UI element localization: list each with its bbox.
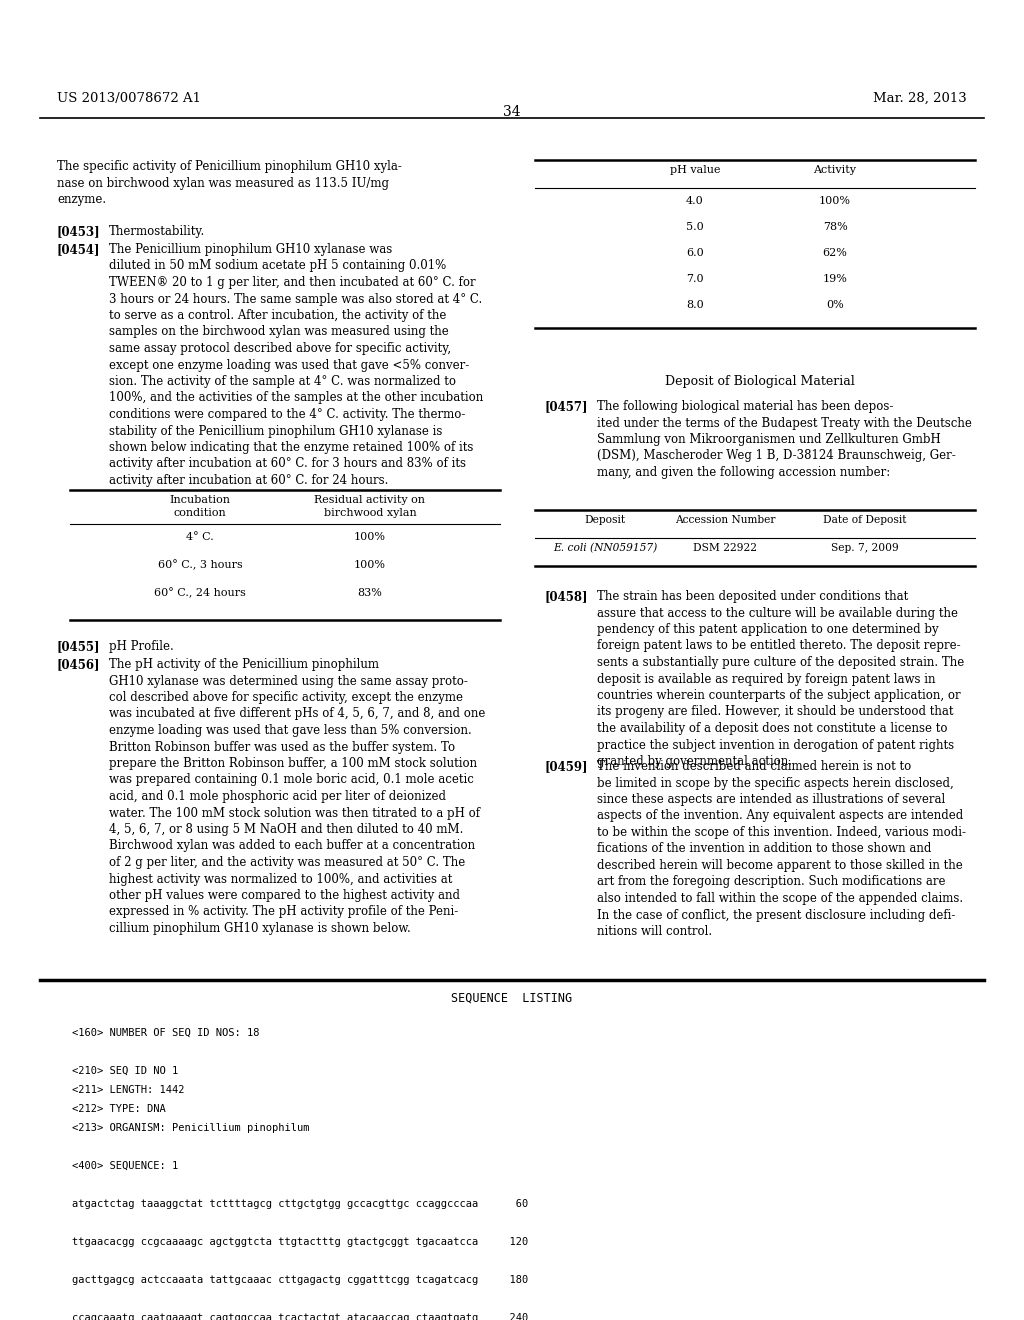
Text: 60° C., 24 hours: 60° C., 24 hours — [154, 587, 246, 599]
Text: 62%: 62% — [822, 248, 848, 257]
Text: 0%: 0% — [826, 300, 844, 310]
Text: The following biological material has been depos-
ited under the terms of the Bu: The following biological material has be… — [597, 400, 972, 479]
Text: 7.0: 7.0 — [686, 275, 703, 284]
Text: pH Profile.: pH Profile. — [109, 640, 174, 653]
Text: DSM 22922: DSM 22922 — [693, 543, 757, 553]
Text: Incubation
condition: Incubation condition — [170, 495, 230, 517]
Text: 100%: 100% — [354, 560, 386, 570]
Text: 8.0: 8.0 — [686, 300, 703, 310]
Text: [0453]: [0453] — [57, 224, 100, 238]
Text: 100%: 100% — [354, 532, 386, 543]
Text: Residual activity on
birchwood xylan: Residual activity on birchwood xylan — [314, 495, 426, 517]
Text: 4° C.: 4° C. — [186, 532, 214, 543]
Text: 6.0: 6.0 — [686, 248, 703, 257]
Text: Sep. 7, 2009: Sep. 7, 2009 — [831, 543, 899, 553]
Text: The specific activity of Penicillium pinophilum GH10 xyla-
nase on birchwood xyl: The specific activity of Penicillium pin… — [57, 160, 401, 206]
Text: 78%: 78% — [822, 222, 848, 232]
Text: The Penicillium pinophilum GH10 xylanase was
diluted in 50 mM sodium acetate pH : The Penicillium pinophilum GH10 xylanase… — [109, 243, 483, 487]
Text: The invention described and claimed herein is not to
be limited in scope by the : The invention described and claimed here… — [597, 760, 966, 939]
Text: Accession Number: Accession Number — [675, 515, 775, 525]
Text: The pH activity of the Penicillium pinophilum
GH10 xylanase was determined using: The pH activity of the Penicillium pinop… — [109, 657, 485, 935]
Text: Thermostability.: Thermostability. — [109, 224, 205, 238]
Text: <160> NUMBER OF SEQ ID NOS: 18: <160> NUMBER OF SEQ ID NOS: 18 — [72, 1028, 259, 1038]
Text: US 2013/0078672 A1: US 2013/0078672 A1 — [57, 92, 201, 106]
Text: gacttgagcg actccaaata tattgcaaac cttgagactg cggatttcgg tcagatcacg     180: gacttgagcg actccaaata tattgcaaac cttgaga… — [72, 1275, 528, 1284]
Text: [0459]: [0459] — [545, 760, 589, 774]
Text: ccagcaaatg caatgaaagt cagtggccaa tcactactgt atacaaccag ctaagtgatg     240: ccagcaaatg caatgaaagt cagtggccaa tcactac… — [72, 1313, 528, 1320]
Text: Mar. 28, 2013: Mar. 28, 2013 — [873, 92, 967, 106]
Text: atgactctag taaaggctat tcttttagcg cttgctgtgg gccacgttgc ccaggcccaa      60: atgactctag taaaggctat tcttttagcg cttgctg… — [72, 1199, 528, 1209]
Text: 19%: 19% — [822, 275, 848, 284]
Text: 5.0: 5.0 — [686, 222, 703, 232]
Text: [0455]: [0455] — [57, 640, 100, 653]
Text: 83%: 83% — [357, 587, 382, 598]
Text: pH value: pH value — [670, 165, 720, 176]
Text: [0458]: [0458] — [545, 590, 589, 603]
Text: SEQUENCE  LISTING: SEQUENCE LISTING — [452, 993, 572, 1005]
Text: 60° C., 3 hours: 60° C., 3 hours — [158, 560, 243, 570]
Text: Deposit: Deposit — [585, 515, 626, 525]
Text: 4.0: 4.0 — [686, 195, 703, 206]
Text: E. coli (NN059157): E. coli (NN059157) — [553, 543, 657, 553]
Text: 34: 34 — [503, 106, 521, 119]
Text: <213> ORGANISM: Penicillium pinophilum: <213> ORGANISM: Penicillium pinophilum — [72, 1123, 309, 1133]
Text: Activity: Activity — [813, 165, 856, 176]
Text: [0454]: [0454] — [57, 243, 100, 256]
Text: [0457]: [0457] — [545, 400, 589, 413]
Text: The strain has been deposited under conditions that
assure that access to the cu: The strain has been deposited under cond… — [597, 590, 965, 768]
Text: <212> TYPE: DNA: <212> TYPE: DNA — [72, 1104, 166, 1114]
Text: <400> SEQUENCE: 1: <400> SEQUENCE: 1 — [72, 1162, 178, 1171]
Text: <211> LENGTH: 1442: <211> LENGTH: 1442 — [72, 1085, 184, 1096]
Text: <210> SEQ ID NO 1: <210> SEQ ID NO 1 — [72, 1067, 178, 1076]
Text: 100%: 100% — [819, 195, 851, 206]
Text: [0456]: [0456] — [57, 657, 100, 671]
Text: Deposit of Biological Material: Deposit of Biological Material — [666, 375, 855, 388]
Text: Date of Deposit: Date of Deposit — [823, 515, 906, 525]
Text: ttgaacacgg ccgcaaaagc agctggtcta ttgtactttg gtactgcggt tgacaatcca     120: ttgaacacgg ccgcaaaagc agctggtcta ttgtact… — [72, 1237, 528, 1247]
